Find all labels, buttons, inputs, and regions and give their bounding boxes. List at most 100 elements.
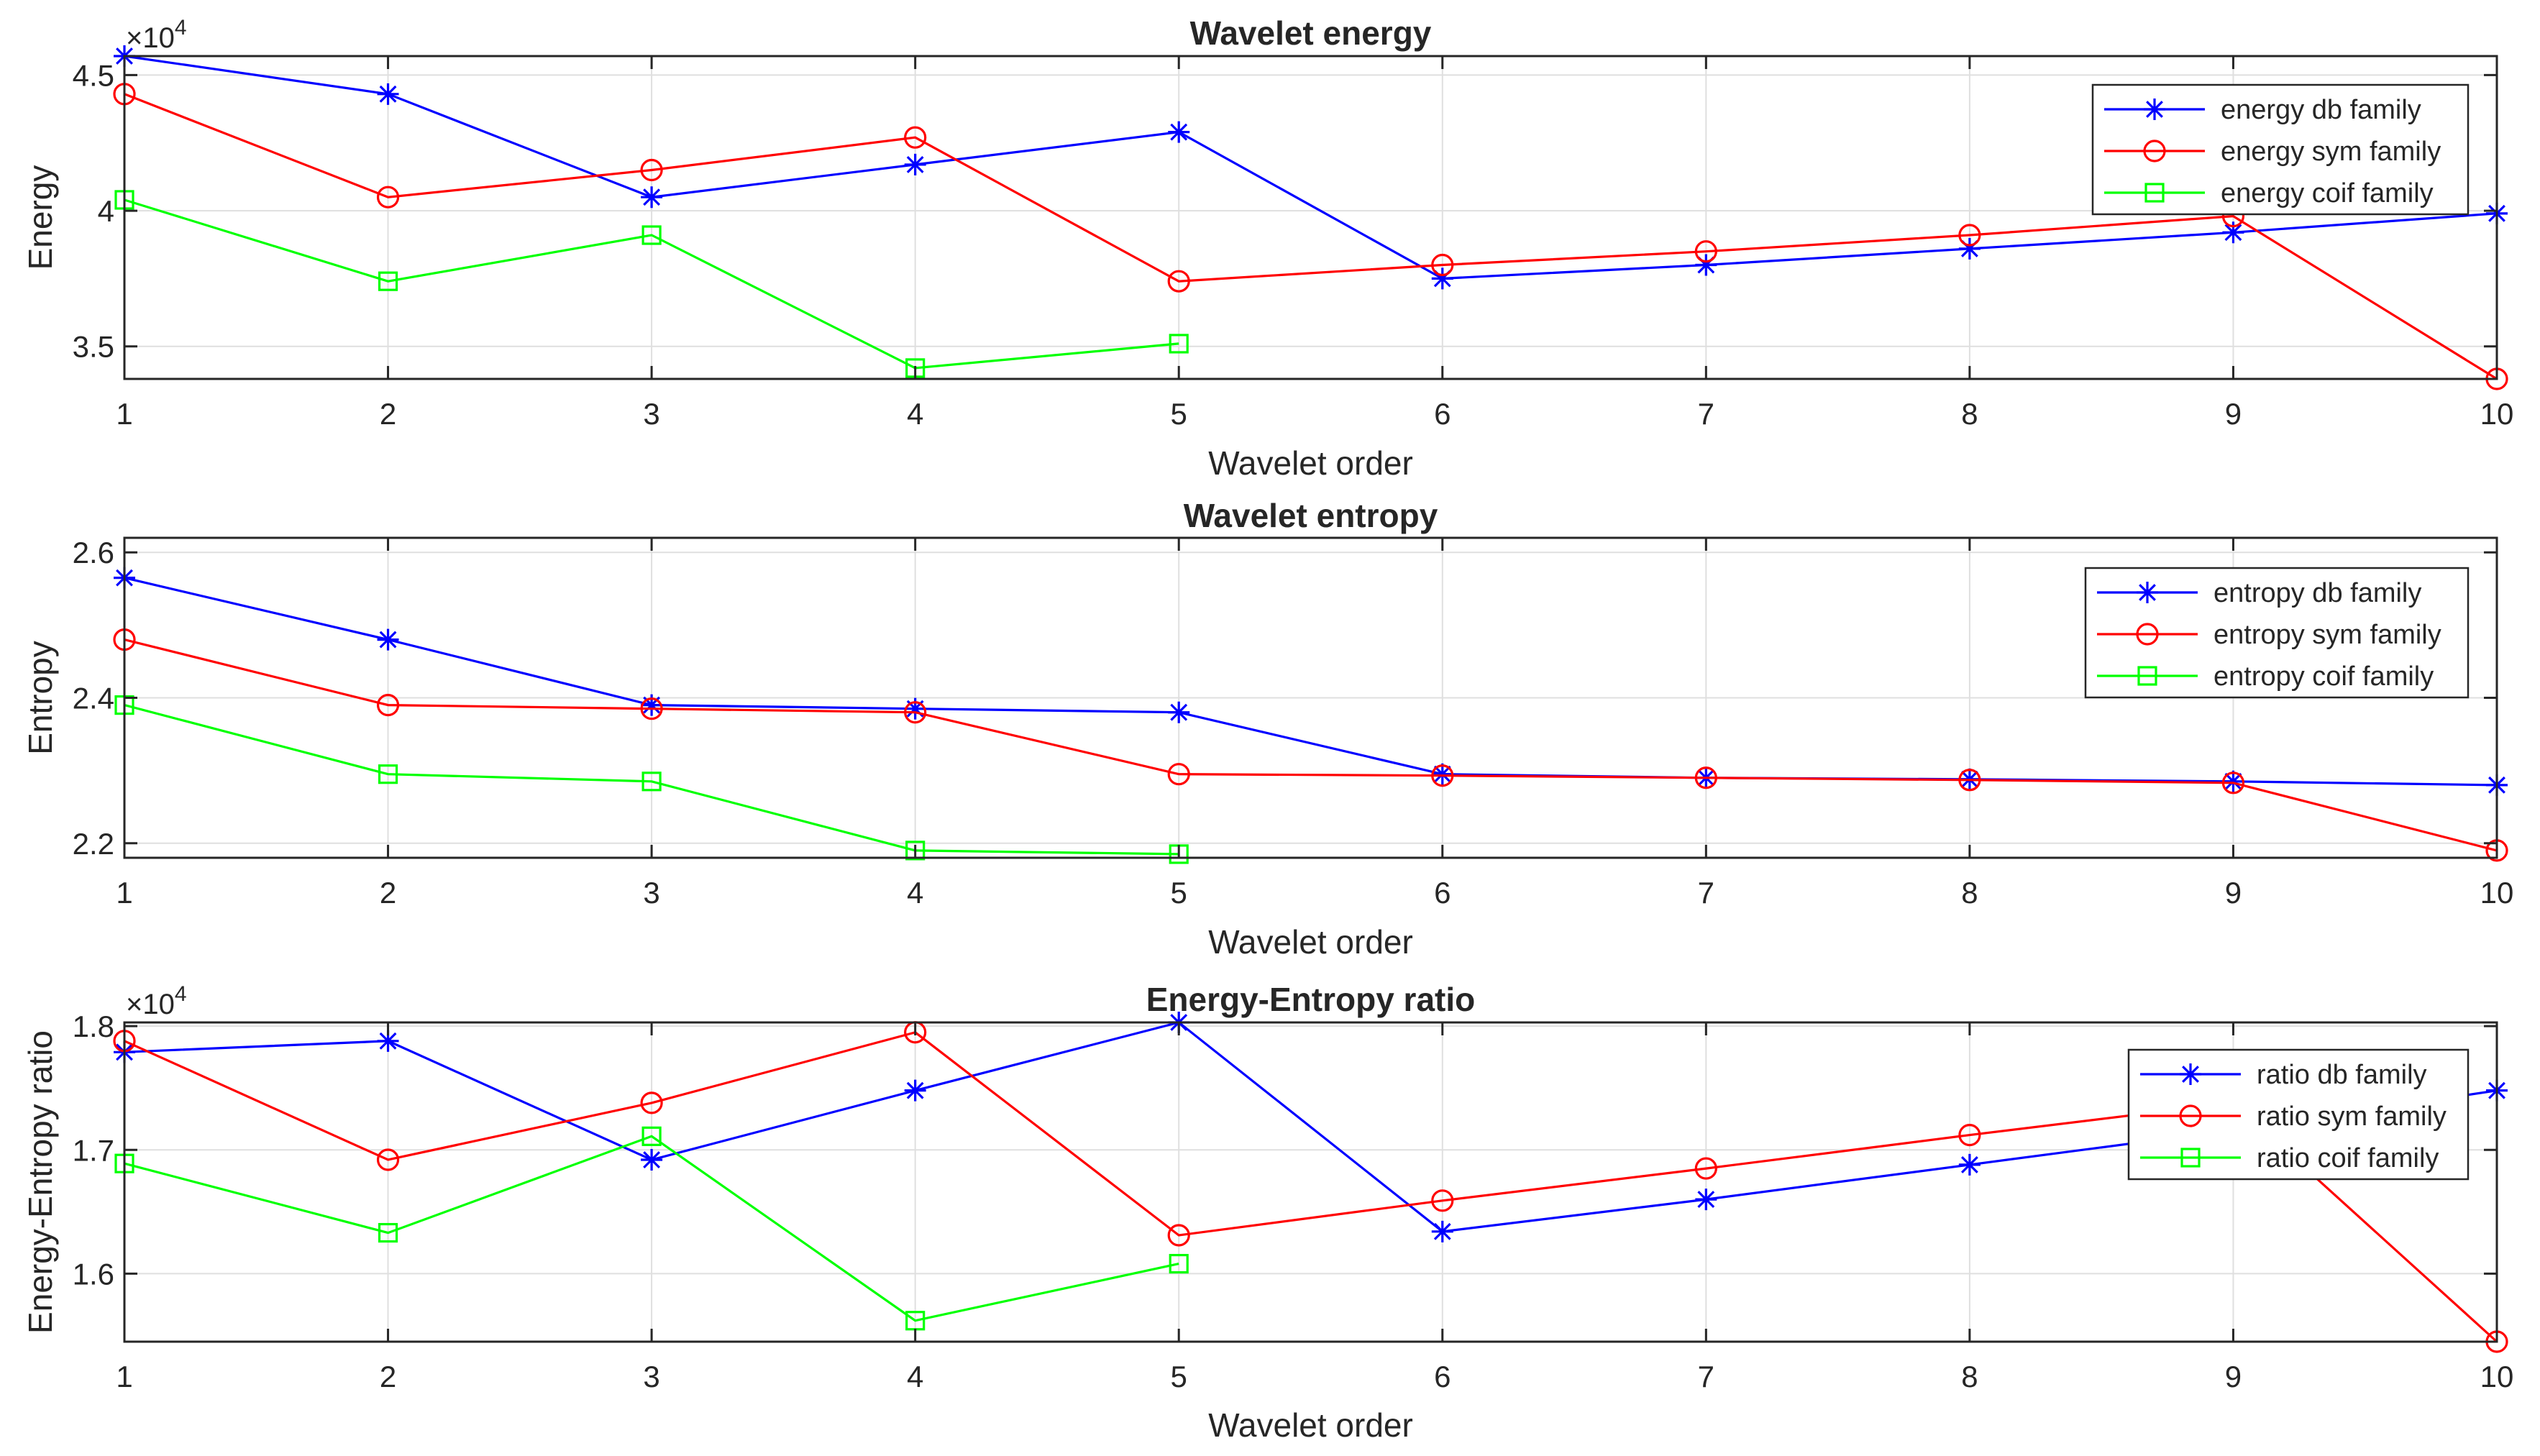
y-tick-label: 4	[98, 194, 114, 228]
data-point-marker	[904, 701, 927, 724]
x-tick-label: 4	[907, 397, 923, 431]
series-line	[124, 1135, 1179, 1322]
data-point-marker	[1169, 334, 1189, 354]
x-tick-label: 8	[1961, 397, 1978, 431]
series-line	[124, 638, 2498, 852]
legend-entry: energy coif family	[2104, 178, 2434, 209]
data-point-marker	[1167, 1224, 1190, 1247]
legend-entry: ratio db family	[2140, 1060, 2427, 1090]
legend-marker	[2180, 1148, 2201, 1168]
data-point-marker	[641, 186, 663, 209]
data-point-marker	[1168, 701, 1190, 723]
x-tick-label: 5	[1171, 397, 1187, 431]
x-tick-label: 1	[116, 876, 132, 910]
chart-title: Wavelet energy	[1190, 14, 1432, 52]
chart-panel-3: 1 2 3 4 5 6 7 8 9 10 1.6 1.7 1.8 ×104 Energy-Entropy r…	[22, 981, 2513, 1444]
ticks: 1 2 3 4 5 6 7 8 9 10 3.5 4 4.5	[73, 56, 2513, 431]
data-point-marker	[1431, 267, 1453, 290]
x-axis-label: Wavelet order	[1208, 923, 1413, 961]
legend-label: energy coif family	[2221, 178, 2434, 209]
x-tick-label: 10	[2480, 876, 2514, 910]
axes-frame	[123, 55, 2498, 380]
legend-label: ratio sym family	[2257, 1102, 2447, 1132]
data-point-marker	[904, 126, 927, 149]
x-tick-label: 3	[643, 397, 659, 431]
data-point-marker	[1168, 121, 1190, 143]
data-point-marker	[1694, 240, 1717, 263]
data-point-marker	[1431, 763, 1453, 785]
y-axis-label: Entropy	[22, 641, 59, 755]
y-tick-label: 2.6	[73, 536, 114, 569]
data-point-marker	[377, 1030, 399, 1052]
x-tick-label: 2	[380, 1360, 396, 1393]
x-tick-label: 10	[2480, 1360, 2514, 1393]
data-point-marker	[376, 694, 400, 717]
y-tick-label: 1.6	[73, 1257, 114, 1291]
data-point-marker	[904, 697, 926, 720]
legend-label: energy db family	[2221, 95, 2421, 125]
data-point-marker	[641, 225, 662, 245]
legend-entry: entropy sym family	[2097, 620, 2441, 650]
x-tick-label: 8	[1961, 876, 1978, 910]
data-point-marker	[377, 83, 399, 105]
x-tick-label: 5	[1171, 876, 1187, 910]
legend: ratio db family ratio sym family ratio coi…	[2127, 1048, 2470, 1181]
data-point-marker	[378, 764, 398, 784]
data-point-marker	[1958, 237, 1981, 260]
y-tick-label: 4.5	[73, 58, 114, 92]
x-tick-label: 8	[1961, 1360, 1978, 1393]
series-line	[124, 1021, 2498, 1233]
data-point-marker	[640, 158, 663, 182]
data-point-marker	[904, 153, 926, 175]
data-point-marker	[1958, 224, 1981, 247]
x-tick-label: 7	[1698, 1360, 1714, 1393]
data-point-marker	[640, 697, 663, 720]
x-tick-label: 2	[380, 397, 396, 431]
y-tick-label: 1.7	[73, 1133, 114, 1167]
legend-label: ratio coif family	[2257, 1143, 2439, 1173]
series-energy-sym-family	[113, 83, 2508, 390]
data-point-marker	[2222, 770, 2244, 792]
y-axis-exponent: ×104	[126, 16, 187, 54]
x-tick-label: 4	[907, 1360, 923, 1393]
legend-label: entropy db family	[2214, 578, 2421, 608]
data-point-marker	[905, 841, 926, 861]
x-tick-label: 3	[643, 876, 659, 910]
data-point-marker	[1958, 1153, 1981, 1176]
x-tick-label: 9	[2225, 1360, 2242, 1393]
legend: entropy db family entropy sym family entro…	[2084, 567, 2470, 699]
data-point-marker	[376, 186, 400, 209]
y-axis-exponent: ×104	[126, 982, 187, 1020]
x-tick-label: 7	[1698, 397, 1714, 431]
legend-label: energy sym family	[2221, 137, 2441, 167]
data-point-marker	[378, 271, 398, 291]
series-entropy-sym-family	[113, 628, 2508, 862]
data-point-marker	[1695, 1189, 1717, 1211]
series-line	[124, 55, 2498, 280]
x-tick-label: 5	[1171, 1360, 1187, 1393]
legend-marker	[2137, 666, 2157, 686]
plot-area	[124, 1022, 2497, 1342]
series-line	[124, 198, 1179, 370]
x-tick-label: 4	[907, 876, 923, 910]
x-tick-label: 6	[1434, 1360, 1451, 1393]
axes-frame	[123, 1021, 2498, 1343]
data-point-marker	[641, 694, 663, 716]
x-tick-label: 9	[2225, 397, 2242, 431]
ticks: 1 2 3 4 5 6 7 8 9 10 2.2 2.4 2.6	[73, 536, 2514, 910]
data-point-marker	[641, 1149, 663, 1171]
data-point-marker	[1431, 764, 1454, 787]
x-tick-label: 7	[1698, 876, 1714, 910]
legend-entry: entropy coif family	[2097, 661, 2434, 692]
data-point-marker	[1431, 253, 1454, 277]
chart-panel-2: 1 2 3 4 5 6 7 8 9 10 2.2 2.4 2.6 Wavelet entropy Wavel…	[22, 497, 2513, 961]
data-point-marker	[1694, 1157, 1717, 1180]
chart-title: Energy-Entropy ratio	[1146, 981, 1476, 1018]
x-tick-label: 6	[1434, 876, 1451, 910]
legend-marker	[2179, 1104, 2202, 1127]
x-tick-label: 1	[116, 1360, 132, 1393]
chart-panel-1: 1 2 3 4 5 6 7 8 9 10 3.5 4 4.5 ×104 Wavelet energy Wave…	[22, 14, 2513, 482]
legend-entry: entropy db family	[2097, 578, 2421, 608]
data-point-marker	[1958, 769, 1981, 792]
